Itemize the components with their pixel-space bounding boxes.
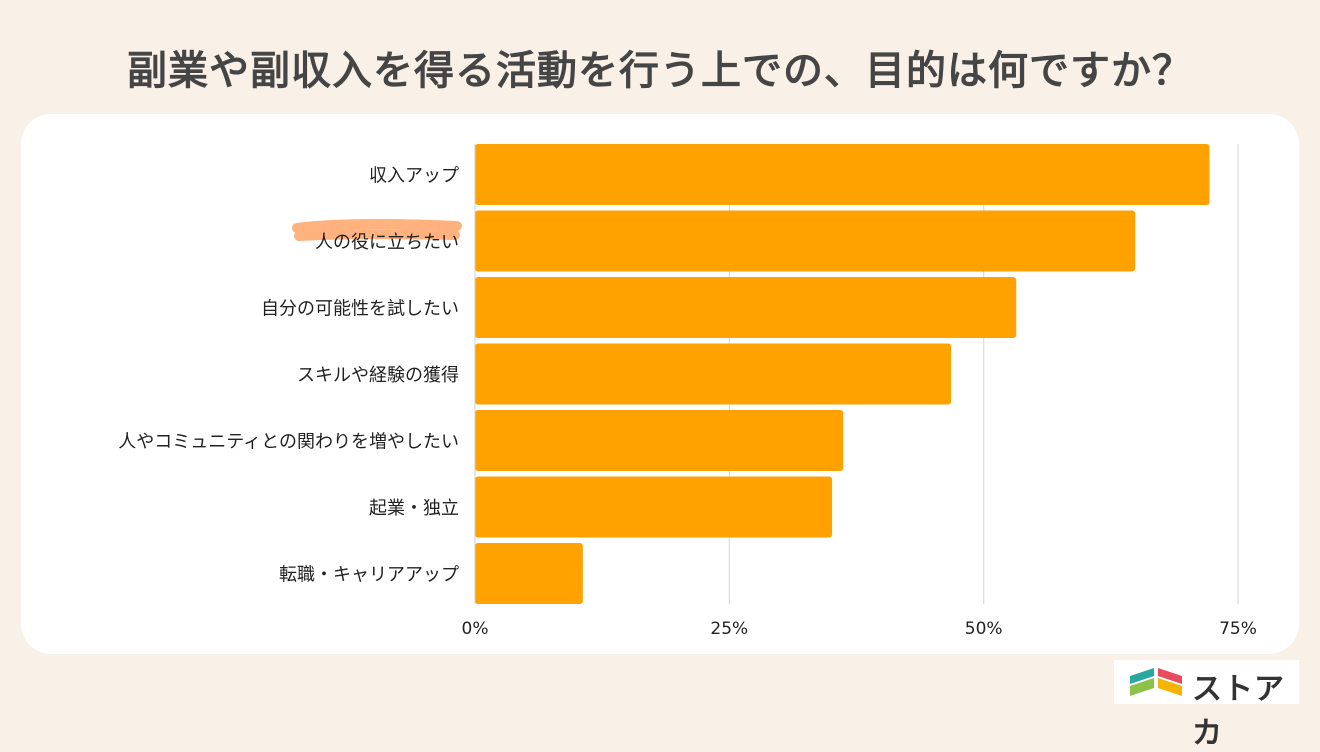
bar bbox=[475, 343, 952, 405]
category-label: 収入アップ bbox=[369, 166, 459, 187]
category-label: 自分の可能性を試したい bbox=[261, 299, 459, 320]
bar bbox=[475, 410, 844, 471]
storeaca-logo: ストアカ bbox=[1114, 660, 1299, 751]
chart-title: 副業や副収入を得る活動を行う上での、目的は何ですか？ bbox=[127, 48, 1193, 94]
bar-chart: 0% 25% 50% 75% 収入アップ人の役に立ちたい自分の可能性を試したいスキルや経… bbox=[118, 144, 1257, 639]
logo-mark-icon bbox=[1130, 668, 1182, 696]
category-label: 起業・独立 bbox=[369, 498, 459, 519]
bar bbox=[475, 210, 1136, 272]
category-label: 転職・キャリアアップ bbox=[279, 565, 459, 586]
category-label: スキルや経験の獲得 bbox=[297, 365, 459, 386]
category-label: 人やコミュニティとの関わりを増やしたい bbox=[118, 432, 459, 453]
chart-card: 0% 25% 50% 75% 収入アップ人の役に立ちたい自分の可能性を試したいスキルや経… bbox=[21, 114, 1299, 654]
logo-text: ストアカ bbox=[1192, 672, 1285, 751]
x-tick-label: 75% bbox=[1219, 619, 1257, 639]
category-label: 人の役に立ちたい bbox=[315, 232, 459, 253]
x-tick-label: 0% bbox=[462, 619, 489, 639]
bar bbox=[475, 144, 1210, 205]
bar bbox=[475, 543, 583, 604]
bar bbox=[475, 277, 1017, 338]
x-tick-label: 25% bbox=[710, 619, 748, 639]
highlight-marker bbox=[292, 219, 462, 241]
bar bbox=[475, 476, 833, 538]
x-tick-label: 50% bbox=[965, 619, 1003, 639]
